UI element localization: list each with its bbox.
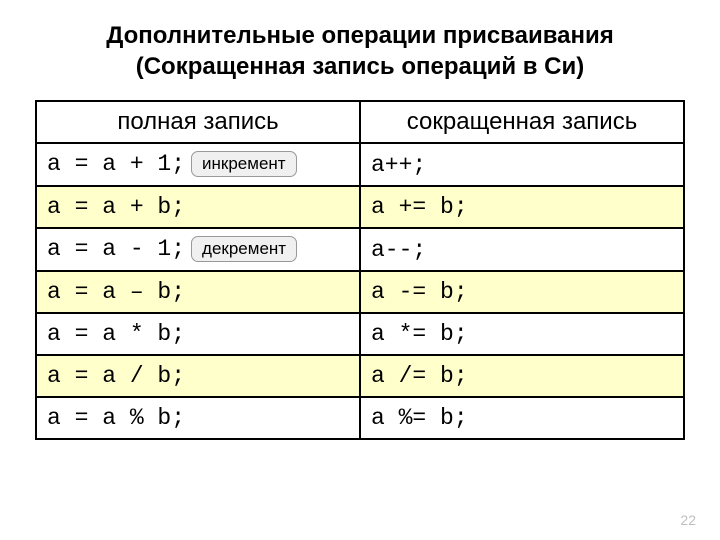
cell-full: a = a - 1;декремент bbox=[36, 228, 360, 271]
annotation-badge: декремент bbox=[191, 236, 297, 262]
cell-full: a = a + 1;инкремент bbox=[36, 143, 360, 186]
cell-short: a--; bbox=[360, 228, 684, 271]
table-row: a = a * b; a *= b; bbox=[36, 313, 684, 355]
table-row: a = a – b; a -= b; bbox=[36, 271, 684, 313]
operations-table: полная запись сокращенная запись a = a +… bbox=[35, 100, 685, 440]
cell-short: a *= b; bbox=[360, 313, 684, 355]
code-full: a = a + 1; bbox=[47, 151, 185, 177]
title-line-2: (Сокращенная запись операций в Си) bbox=[136, 53, 585, 80]
cell-full: a = a – b; bbox=[36, 271, 360, 313]
cell-short: a /= b; bbox=[360, 355, 684, 397]
title-line-1: Дополнительные операции присваивания bbox=[106, 22, 614, 49]
code-full: a = a – b; bbox=[47, 279, 185, 305]
page-number: 22 bbox=[680, 512, 696, 528]
table-row: a = a % b; a %= b; bbox=[36, 397, 684, 439]
slide-title: Дополнительные операции присваивания (Со… bbox=[35, 20, 685, 82]
code-full: a = a - 1; bbox=[47, 236, 185, 262]
header-full: полная запись bbox=[36, 101, 360, 143]
cell-full: a = a % b; bbox=[36, 397, 360, 439]
table-row: a = a + 1;инкрементa++; bbox=[36, 143, 684, 186]
cell-full: a = a * b; bbox=[36, 313, 360, 355]
cell-short: a %= b; bbox=[360, 397, 684, 439]
table-row: a = a + b; a += b; bbox=[36, 186, 684, 228]
cell-full: a = a + b; bbox=[36, 186, 360, 228]
header-short: сокращенная запись bbox=[360, 101, 684, 143]
cell-full: a = a / b; bbox=[36, 355, 360, 397]
code-full: a = a % b; bbox=[47, 405, 185, 431]
cell-short: a += b; bbox=[360, 186, 684, 228]
annotation-badge: инкремент bbox=[191, 151, 297, 177]
table-row: a = a - 1;декрементa--; bbox=[36, 228, 684, 271]
code-full: a = a * b; bbox=[47, 321, 185, 347]
code-full: a = a + b; bbox=[47, 194, 185, 220]
cell-short: a++; bbox=[360, 143, 684, 186]
cell-short: a -= b; bbox=[360, 271, 684, 313]
code-full: a = a / b; bbox=[47, 363, 185, 389]
table-row: a = a / b; a /= b; bbox=[36, 355, 684, 397]
